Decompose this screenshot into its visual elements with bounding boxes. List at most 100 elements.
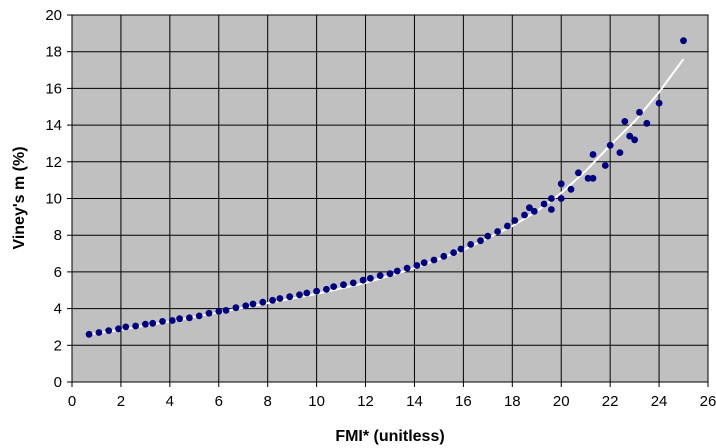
data-point <box>303 289 311 297</box>
data-point <box>403 264 411 272</box>
y-tick-label: 8 <box>54 227 62 244</box>
data-point <box>504 222 511 230</box>
data-point <box>440 252 448 260</box>
y-tick-label: 2 <box>54 337 62 354</box>
data-point <box>386 270 394 278</box>
data-point <box>159 318 166 325</box>
data-point <box>526 204 533 212</box>
x-tick-label: 24 <box>651 393 668 410</box>
data-point <box>349 279 357 287</box>
data-point <box>340 281 347 289</box>
data-point <box>215 308 223 315</box>
data-point <box>269 296 276 304</box>
x-tick-label: 18 <box>504 393 521 410</box>
x-tick-label: 16 <box>455 393 472 410</box>
data-point <box>584 174 592 182</box>
y-tick-label: 12 <box>45 154 62 171</box>
data-point <box>636 108 643 116</box>
data-point <box>450 249 457 256</box>
x-tick-label: 22 <box>602 393 619 410</box>
data-point <box>420 259 428 267</box>
data-point <box>195 312 203 320</box>
data-point <box>330 283 338 290</box>
data-point <box>601 162 609 169</box>
data-point <box>222 307 230 314</box>
data-point <box>606 141 614 149</box>
data-point <box>631 136 638 144</box>
data-point <box>168 317 176 324</box>
y-tick-label: 0 <box>54 374 62 391</box>
y-tick-label: 18 <box>45 44 62 61</box>
x-tick-label: 26 <box>700 393 716 410</box>
x-tick-label: 8 <box>264 393 272 410</box>
data-point <box>484 232 492 240</box>
data-point <box>655 99 663 107</box>
data-point <box>132 322 140 330</box>
data-point <box>477 237 484 245</box>
data-point <box>643 119 651 127</box>
data-point <box>95 329 103 336</box>
data-point <box>105 327 113 334</box>
data-point <box>467 241 475 248</box>
data-point <box>142 320 149 328</box>
data-point <box>359 276 367 284</box>
data-point <box>530 207 538 215</box>
y-tick-label: 14 <box>45 117 62 134</box>
y-axis-title: Viney's m (%) <box>11 146 28 249</box>
data-point <box>259 298 267 306</box>
data-point <box>176 315 184 323</box>
data-point <box>557 195 565 202</box>
data-point <box>186 314 193 322</box>
data-point <box>494 228 501 235</box>
data-point <box>589 151 597 158</box>
data-point <box>205 309 213 317</box>
data-point <box>680 37 687 45</box>
data-point <box>276 295 284 302</box>
data-points-layer <box>85 37 687 338</box>
data-point <box>457 245 465 253</box>
data-point <box>115 325 122 333</box>
x-tick-label: 20 <box>553 393 570 410</box>
data-point <box>149 319 157 327</box>
data-point <box>232 304 240 312</box>
x-tick-label: 12 <box>357 393 374 410</box>
y-tick-label: 16 <box>45 80 62 97</box>
data-point <box>286 293 294 301</box>
data-point <box>626 132 634 140</box>
data-point <box>296 291 303 299</box>
x-tick-label: 0 <box>68 393 76 410</box>
data-point <box>367 274 374 282</box>
data-point <box>323 285 330 293</box>
data-point <box>413 262 421 269</box>
x-tick-label: 4 <box>166 393 174 410</box>
data-point <box>548 195 555 202</box>
data-point <box>122 323 130 331</box>
data-point <box>430 256 438 264</box>
data-point <box>376 272 384 279</box>
data-point <box>313 287 320 295</box>
data-point <box>393 267 401 275</box>
x-tick-label: 14 <box>406 393 423 410</box>
x-tick-label: 10 <box>308 393 325 410</box>
data-point <box>521 211 528 219</box>
data-point <box>621 118 629 125</box>
data-point <box>567 185 575 193</box>
grid-lines <box>67 14 709 387</box>
y-tick-label: 6 <box>54 264 62 281</box>
x-tick-label: 6 <box>215 393 223 410</box>
data-point <box>616 149 624 157</box>
y-tick-label: 20 <box>45 7 62 24</box>
data-point <box>575 169 582 177</box>
data-point <box>589 174 597 182</box>
data-point <box>548 206 555 213</box>
data-point <box>557 180 565 188</box>
data-point <box>249 300 257 308</box>
y-tick-label: 4 <box>54 301 62 318</box>
x-tick-label: 2 <box>117 393 125 410</box>
data-point <box>242 302 250 310</box>
x-axis-title: FMI* (unitless) <box>335 428 444 445</box>
data-point <box>540 200 548 208</box>
y-tick-label: 10 <box>45 191 62 208</box>
